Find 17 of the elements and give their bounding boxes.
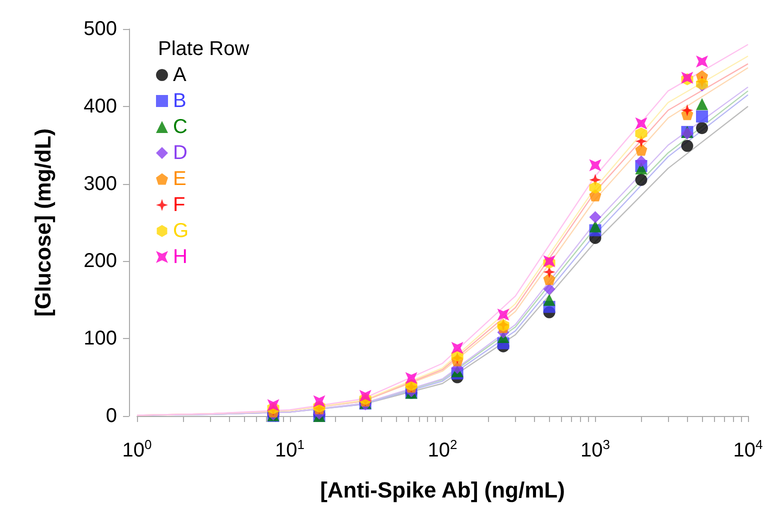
legend-label: A [173,64,187,86]
legend-label: H [173,246,188,268]
legend-label: E [173,168,186,190]
y-tick-label: 500 [84,18,117,40]
y-tick-label: 300 [84,172,117,195]
legend-label: B [173,90,186,112]
y-tick-label: 100 [84,328,117,350]
y-tick-label: 200 [84,250,117,272]
y-axis-title: [Glucose] (mg/dL) [30,128,56,317]
legend-label: F [173,194,186,216]
y-tick-label: 0 [106,405,117,427]
legend-label: G [173,220,189,242]
x-axis-title: [Anti-Spike Ab] (ng/mL) [320,478,565,502]
legend-title: Plate Row [158,38,250,60]
legend-label: D [173,142,188,164]
legend-label: C [173,116,188,138]
y-tick-label: 400 [84,95,117,118]
